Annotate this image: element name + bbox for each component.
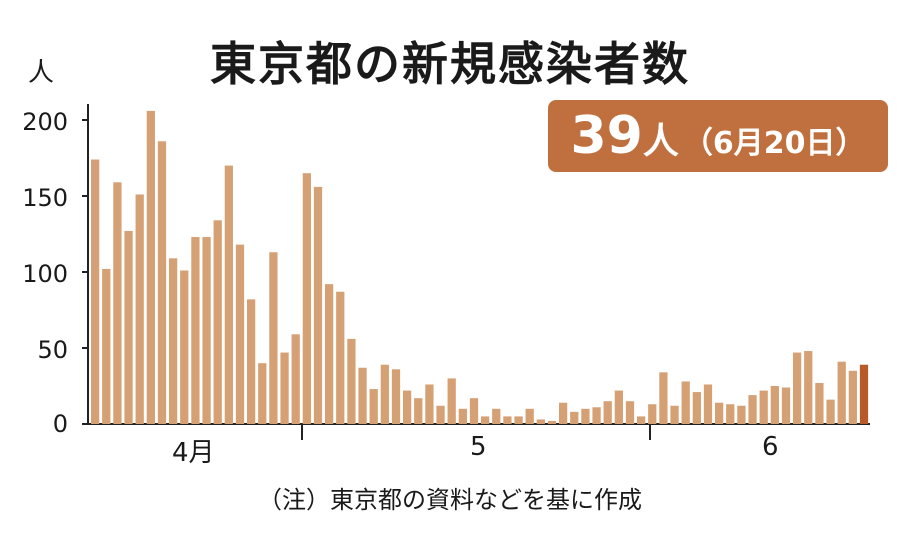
latest-count-callout: 39 人 （6月20日） <box>548 100 888 172</box>
bar <box>113 182 122 424</box>
y-tick-label: 150 <box>22 184 68 212</box>
bar <box>559 402 568 424</box>
bar <box>648 404 657 424</box>
bar <box>302 173 311 424</box>
bar <box>748 395 757 424</box>
bar <box>414 398 423 424</box>
x-tick-label-april: 4月 <box>172 438 215 468</box>
bar <box>614 390 623 424</box>
bar <box>715 402 724 424</box>
latest-count-value: 39 <box>570 106 643 166</box>
bar <box>458 408 467 424</box>
bar <box>481 416 490 424</box>
bar <box>492 408 501 424</box>
bar <box>659 372 668 424</box>
bar <box>637 416 646 424</box>
bar <box>247 299 256 424</box>
bar <box>547 420 557 424</box>
bar <box>726 404 735 424</box>
bar <box>581 408 590 424</box>
bar <box>759 390 768 424</box>
bar <box>603 401 612 424</box>
bar <box>157 141 167 424</box>
bar-series <box>91 110 869 424</box>
bar <box>269 252 278 424</box>
bar <box>369 389 378 424</box>
bar <box>102 268 111 424</box>
y-tick-label: 100 <box>22 260 68 288</box>
bar <box>570 411 579 424</box>
latest-count-date: （6月20日） <box>682 126 866 161</box>
y-tick-label: 0 <box>52 410 68 438</box>
bar <box>469 398 479 424</box>
bar <box>169 258 178 424</box>
y-tick-label: 200 <box>22 108 68 136</box>
bar <box>336 291 345 424</box>
bar <box>313 186 323 424</box>
bar <box>804 351 813 424</box>
x-tick-label-june: 6 <box>762 432 779 462</box>
bar <box>503 416 512 424</box>
bar <box>447 378 456 424</box>
x-tick-label-may: 5 <box>470 432 487 462</box>
bar <box>135 194 144 424</box>
bar <box>681 381 690 424</box>
chart-title: 東京都の新規感染者数 <box>210 37 690 91</box>
bar <box>703 384 713 424</box>
bar <box>391 369 401 424</box>
bar <box>670 405 679 424</box>
latest-count-unit: 人 <box>642 121 679 162</box>
bar <box>124 230 133 424</box>
bar <box>191 237 200 424</box>
bar <box>403 390 412 424</box>
bar <box>848 370 857 424</box>
y-tick-label: 50 <box>37 336 68 364</box>
bar <box>793 352 802 424</box>
bar <box>235 244 245 424</box>
bar <box>280 352 289 424</box>
bar <box>347 338 356 424</box>
bar <box>146 110 155 424</box>
bar <box>592 407 601 424</box>
bar-latest <box>859 364 869 424</box>
bar <box>291 334 300 424</box>
bar <box>514 416 523 424</box>
bar <box>91 159 100 424</box>
bar <box>213 220 222 424</box>
bar <box>436 405 445 424</box>
bar <box>770 386 779 424</box>
source-note: （注）東京都の資料などを基に作成 <box>258 486 642 514</box>
bar <box>224 165 233 424</box>
bar <box>525 408 534 424</box>
bar <box>692 392 701 424</box>
y-unit-label: 人 <box>28 58 55 88</box>
bar <box>737 405 746 424</box>
bar <box>826 399 835 424</box>
bar <box>380 364 389 424</box>
bar <box>625 401 635 424</box>
bar <box>837 361 846 424</box>
bar <box>815 382 824 424</box>
bar <box>325 284 334 424</box>
bar <box>258 363 267 424</box>
bar <box>180 270 189 424</box>
bar <box>536 419 545 424</box>
bar <box>202 237 211 424</box>
bar <box>781 387 791 424</box>
bar <box>358 367 367 424</box>
bar <box>425 384 434 424</box>
